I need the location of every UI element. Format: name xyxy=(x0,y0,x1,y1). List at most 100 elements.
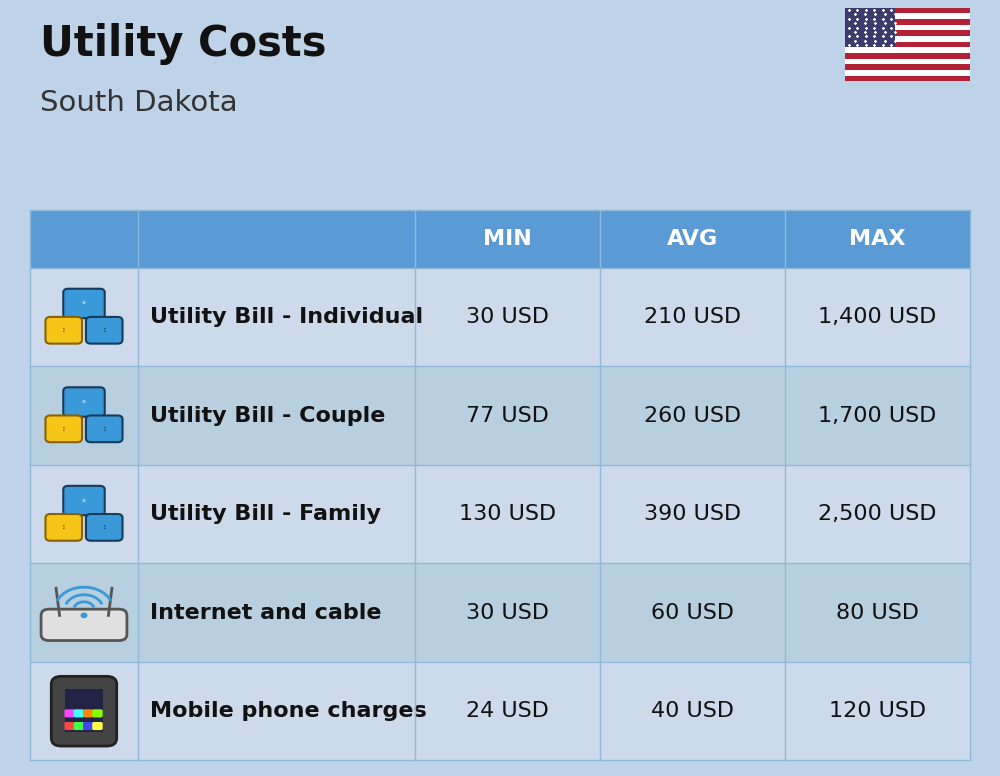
FancyBboxPatch shape xyxy=(845,8,895,47)
Text: Mobile phone charges: Mobile phone charges xyxy=(150,702,427,721)
FancyBboxPatch shape xyxy=(845,8,970,81)
FancyBboxPatch shape xyxy=(845,8,970,13)
FancyBboxPatch shape xyxy=(415,662,600,760)
FancyBboxPatch shape xyxy=(138,465,415,563)
FancyBboxPatch shape xyxy=(138,268,415,366)
Text: South Dakota: South Dakota xyxy=(40,89,238,117)
Text: 40 USD: 40 USD xyxy=(651,702,734,721)
FancyBboxPatch shape xyxy=(74,722,84,730)
FancyBboxPatch shape xyxy=(600,268,785,366)
FancyBboxPatch shape xyxy=(30,662,138,760)
Text: ⚙: ⚙ xyxy=(82,498,86,503)
FancyBboxPatch shape xyxy=(785,563,970,662)
Text: ⚙: ⚙ xyxy=(82,400,86,404)
FancyBboxPatch shape xyxy=(845,25,970,30)
Text: 60 USD: 60 USD xyxy=(651,603,734,622)
FancyBboxPatch shape xyxy=(600,563,785,662)
FancyBboxPatch shape xyxy=(92,722,103,730)
Text: 1,400 USD: 1,400 USD xyxy=(818,307,937,327)
FancyBboxPatch shape xyxy=(785,662,970,760)
Text: ⚙: ⚙ xyxy=(82,301,86,306)
Text: 80 USD: 80 USD xyxy=(836,603,919,622)
Text: 🚿: 🚿 xyxy=(103,427,105,431)
FancyBboxPatch shape xyxy=(65,689,103,732)
FancyBboxPatch shape xyxy=(600,662,785,760)
FancyBboxPatch shape xyxy=(45,415,82,442)
FancyBboxPatch shape xyxy=(41,609,127,640)
Text: 390 USD: 390 USD xyxy=(644,504,741,524)
FancyBboxPatch shape xyxy=(63,289,105,318)
Text: 🔌: 🔌 xyxy=(63,328,65,332)
FancyBboxPatch shape xyxy=(45,317,82,344)
Text: 2,500 USD: 2,500 USD xyxy=(818,504,937,524)
Text: 130 USD: 130 USD xyxy=(459,504,556,524)
FancyBboxPatch shape xyxy=(600,465,785,563)
FancyBboxPatch shape xyxy=(600,210,785,268)
FancyBboxPatch shape xyxy=(845,36,970,42)
FancyBboxPatch shape xyxy=(845,70,970,76)
FancyBboxPatch shape xyxy=(63,486,105,515)
FancyBboxPatch shape xyxy=(845,64,970,70)
Circle shape xyxy=(81,613,87,618)
FancyBboxPatch shape xyxy=(415,465,600,563)
Text: 🚿: 🚿 xyxy=(103,525,105,529)
FancyBboxPatch shape xyxy=(30,563,138,662)
Text: MIN: MIN xyxy=(483,229,532,248)
Text: AVG: AVG xyxy=(667,229,718,248)
FancyBboxPatch shape xyxy=(30,366,138,465)
FancyBboxPatch shape xyxy=(600,366,785,465)
Text: 🔌: 🔌 xyxy=(63,525,65,529)
FancyBboxPatch shape xyxy=(86,514,123,541)
FancyBboxPatch shape xyxy=(845,76,970,81)
FancyBboxPatch shape xyxy=(63,387,105,417)
FancyBboxPatch shape xyxy=(30,210,138,268)
FancyBboxPatch shape xyxy=(785,366,970,465)
FancyBboxPatch shape xyxy=(415,210,600,268)
FancyBboxPatch shape xyxy=(83,722,93,730)
FancyBboxPatch shape xyxy=(785,465,970,563)
Text: 210 USD: 210 USD xyxy=(644,307,741,327)
FancyBboxPatch shape xyxy=(845,59,970,64)
FancyBboxPatch shape xyxy=(30,465,138,563)
Text: 30 USD: 30 USD xyxy=(466,307,549,327)
FancyBboxPatch shape xyxy=(64,709,75,718)
FancyBboxPatch shape xyxy=(845,53,970,59)
Text: 🔌: 🔌 xyxy=(63,427,65,431)
FancyBboxPatch shape xyxy=(30,268,138,366)
Text: 77 USD: 77 USD xyxy=(466,406,549,425)
FancyBboxPatch shape xyxy=(845,19,970,25)
Text: Utility Costs: Utility Costs xyxy=(40,23,326,65)
Text: 260 USD: 260 USD xyxy=(644,406,741,425)
FancyBboxPatch shape xyxy=(138,366,415,465)
Text: Internet and cable: Internet and cable xyxy=(150,603,381,622)
FancyBboxPatch shape xyxy=(64,722,75,730)
Text: 120 USD: 120 USD xyxy=(829,702,926,721)
FancyBboxPatch shape xyxy=(138,662,415,760)
FancyBboxPatch shape xyxy=(138,210,415,268)
FancyBboxPatch shape xyxy=(845,47,970,53)
Text: Utility Bill - Individual: Utility Bill - Individual xyxy=(150,307,423,327)
Text: 30 USD: 30 USD xyxy=(466,603,549,622)
FancyBboxPatch shape xyxy=(45,514,82,541)
FancyBboxPatch shape xyxy=(138,563,415,662)
Text: Utility Bill - Family: Utility Bill - Family xyxy=(150,504,381,524)
FancyBboxPatch shape xyxy=(845,42,970,47)
Text: 🚿: 🚿 xyxy=(103,328,105,332)
Text: 24 USD: 24 USD xyxy=(466,702,549,721)
Text: MAX: MAX xyxy=(849,229,906,248)
FancyBboxPatch shape xyxy=(86,317,123,344)
Text: Utility Bill - Couple: Utility Bill - Couple xyxy=(150,406,385,425)
FancyBboxPatch shape xyxy=(415,366,600,465)
FancyBboxPatch shape xyxy=(83,709,93,718)
FancyBboxPatch shape xyxy=(845,13,970,19)
FancyBboxPatch shape xyxy=(785,210,970,268)
FancyBboxPatch shape xyxy=(51,677,117,746)
FancyBboxPatch shape xyxy=(415,268,600,366)
FancyBboxPatch shape xyxy=(845,30,970,36)
FancyBboxPatch shape xyxy=(86,415,123,442)
FancyBboxPatch shape xyxy=(785,268,970,366)
FancyBboxPatch shape xyxy=(74,709,84,718)
FancyBboxPatch shape xyxy=(92,709,103,718)
FancyBboxPatch shape xyxy=(415,563,600,662)
Text: 1,700 USD: 1,700 USD xyxy=(818,406,937,425)
